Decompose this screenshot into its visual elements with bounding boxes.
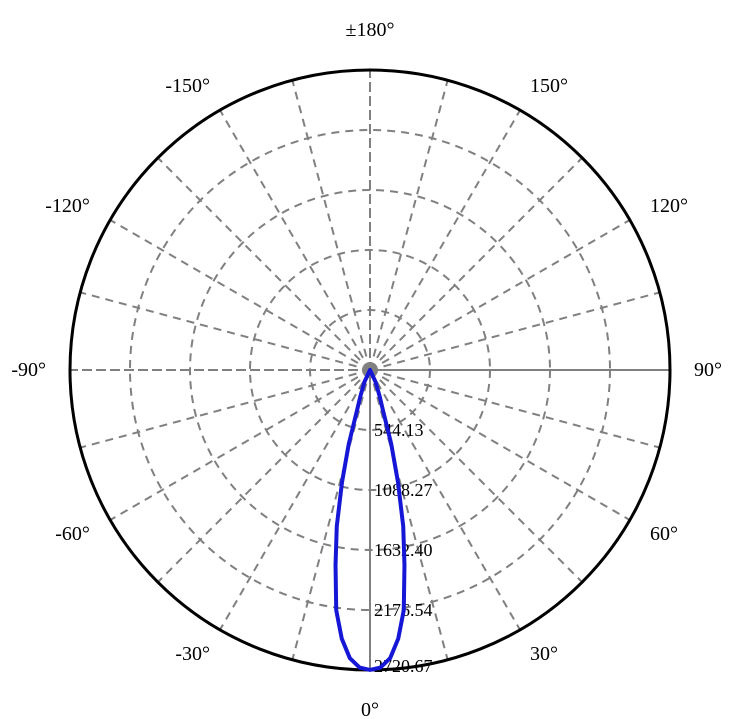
ring-label: 544.13: [374, 420, 424, 440]
angle-label: -30°: [175, 643, 210, 665]
angle-label: 60°: [650, 523, 678, 545]
angle-label: -120°: [45, 195, 90, 217]
ring-label: 1088.27: [374, 480, 433, 500]
angle-label: -60°: [55, 523, 90, 545]
angle-label: 30°: [530, 643, 558, 665]
angle-label: 120°: [650, 195, 688, 217]
angle-label: 150°: [530, 75, 568, 97]
angle-label: -150°: [165, 75, 210, 97]
polar-chart: 544.131088.271632.402176.542720.67±180°1…: [0, 0, 742, 719]
angle-label: -90°: [11, 359, 46, 381]
angle-label: 0°: [361, 699, 379, 719]
angle-label: ±180°: [346, 19, 395, 41]
angle-label: 90°: [694, 359, 722, 381]
